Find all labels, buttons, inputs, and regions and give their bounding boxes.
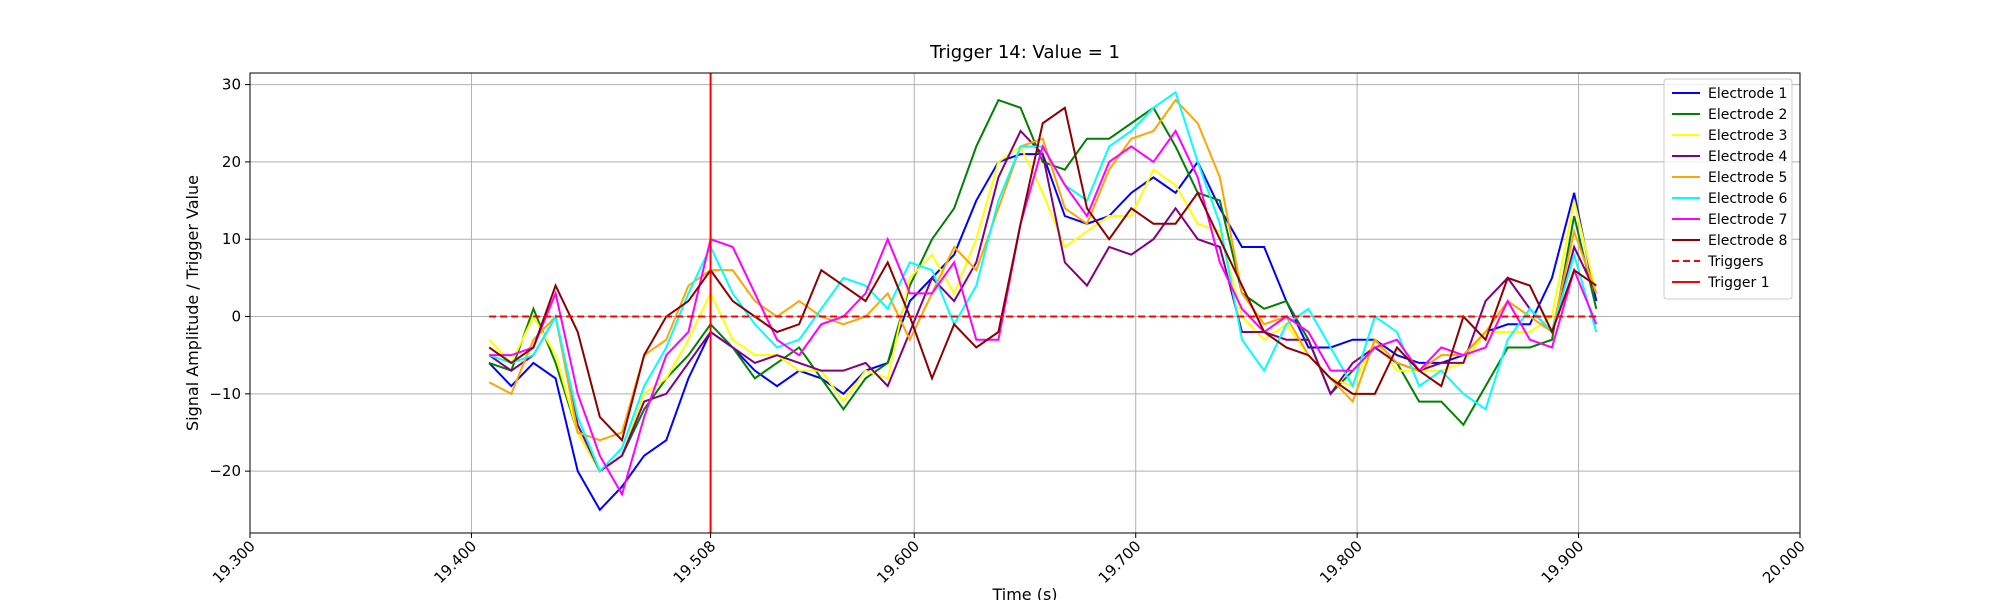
legend-label: Trigger 1 — [1707, 275, 1770, 291]
y-tick-label: −10 — [209, 385, 241, 403]
legend-label: Electrode 8 — [1708, 233, 1787, 249]
legend-label: Electrode 7 — [1708, 212, 1787, 228]
legend-label: Electrode 4 — [1708, 149, 1787, 165]
legend-label: Electrode 2 — [1708, 107, 1787, 123]
legend-label: Electrode 3 — [1708, 128, 1787, 144]
series-line — [488, 98, 1598, 473]
legend-label: Electrode 6 — [1708, 191, 1787, 207]
y-tick-label: 20 — [222, 153, 241, 171]
chart-title: Trigger 14: Value = 1 — [929, 42, 1120, 63]
y-tick-label: 30 — [222, 76, 241, 94]
legend: Electrode 1 Electrode 2 Electrode 3 Electro… — [1663, 78, 1793, 300]
plot-frame — [249, 72, 1801, 534]
legend-label: Electrode 1 — [1708, 86, 1787, 102]
y-tick-label: −20 — [209, 462, 241, 480]
legend-label: Electrode 5 — [1708, 170, 1787, 186]
legend-label: Triggers — [1707, 254, 1764, 270]
y-tick-label: 0 — [231, 308, 241, 326]
y-axis-label: Signal Amplitude / Trigger Value — [183, 175, 202, 431]
series-line — [489, 129, 1598, 497]
series-line — [488, 106, 1597, 443]
x-axis-label: Time (s) — [991, 585, 1057, 600]
y-tick-label: 10 — [222, 230, 241, 248]
